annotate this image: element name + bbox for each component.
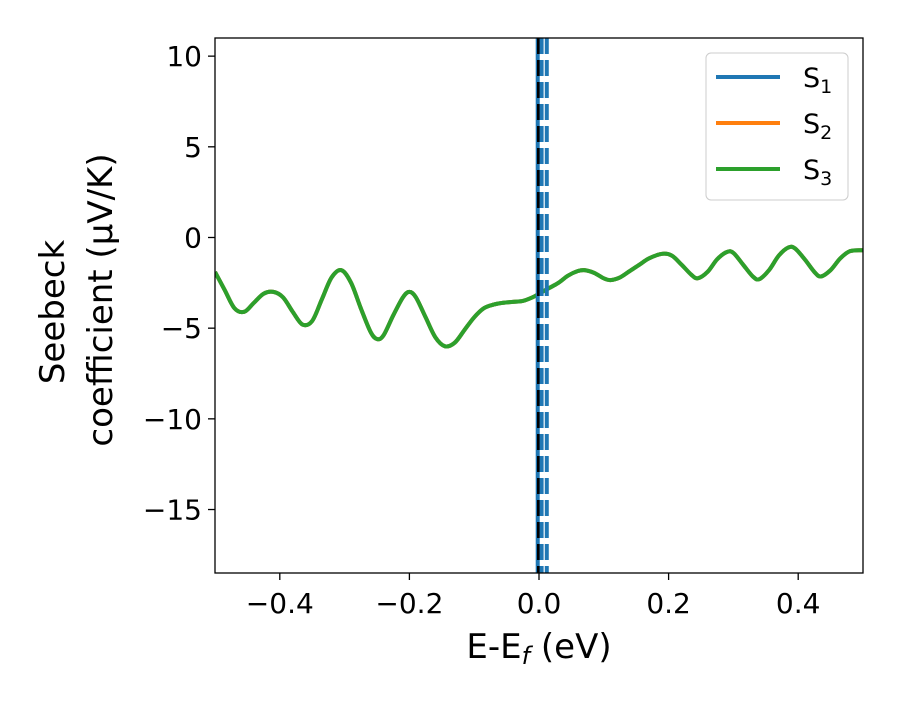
x-tick-label: 0.2	[646, 587, 691, 620]
x-tick-label: 0.0	[517, 587, 562, 620]
x-tick-label: −0.2	[375, 587, 443, 620]
vertical-lines	[535, 38, 549, 573]
y-tick-label: −15	[143, 494, 202, 527]
legend-label: S3	[803, 155, 832, 190]
x-tick-label: 0.4	[776, 587, 821, 620]
y-tick-label: −5	[161, 312, 202, 345]
y-tick-label: −10	[143, 403, 202, 436]
x-tick-label: −0.4	[246, 587, 314, 620]
legend-item-s2: S2	[716, 109, 832, 144]
y-axis-label-line1: Seebeck	[33, 240, 73, 385]
legend-item-s1: S1	[716, 63, 832, 98]
y-tick-label: 5	[184, 131, 202, 164]
legend-item-s3: S3	[716, 155, 832, 190]
legend-label: S2	[803, 109, 832, 144]
legend-box	[705, 52, 849, 201]
x-axis-label: E-Ef (eV)	[466, 627, 611, 670]
y-ticks: 10 5 0 −5 −10 −15	[143, 40, 215, 527]
y-axis-label: Seebeck coefficient (μV/K)	[33, 153, 121, 446]
legend: S1 S2 S3	[705, 52, 849, 201]
legend-label: S1	[803, 63, 832, 98]
y-axis-label-line2: coefficient (μV/K)	[81, 153, 121, 446]
y-tick-label: 0	[184, 221, 202, 254]
x-ticks: −0.4 −0.2 0.0 0.2 0.4	[246, 573, 821, 620]
y-tick-label: 10	[166, 40, 202, 73]
